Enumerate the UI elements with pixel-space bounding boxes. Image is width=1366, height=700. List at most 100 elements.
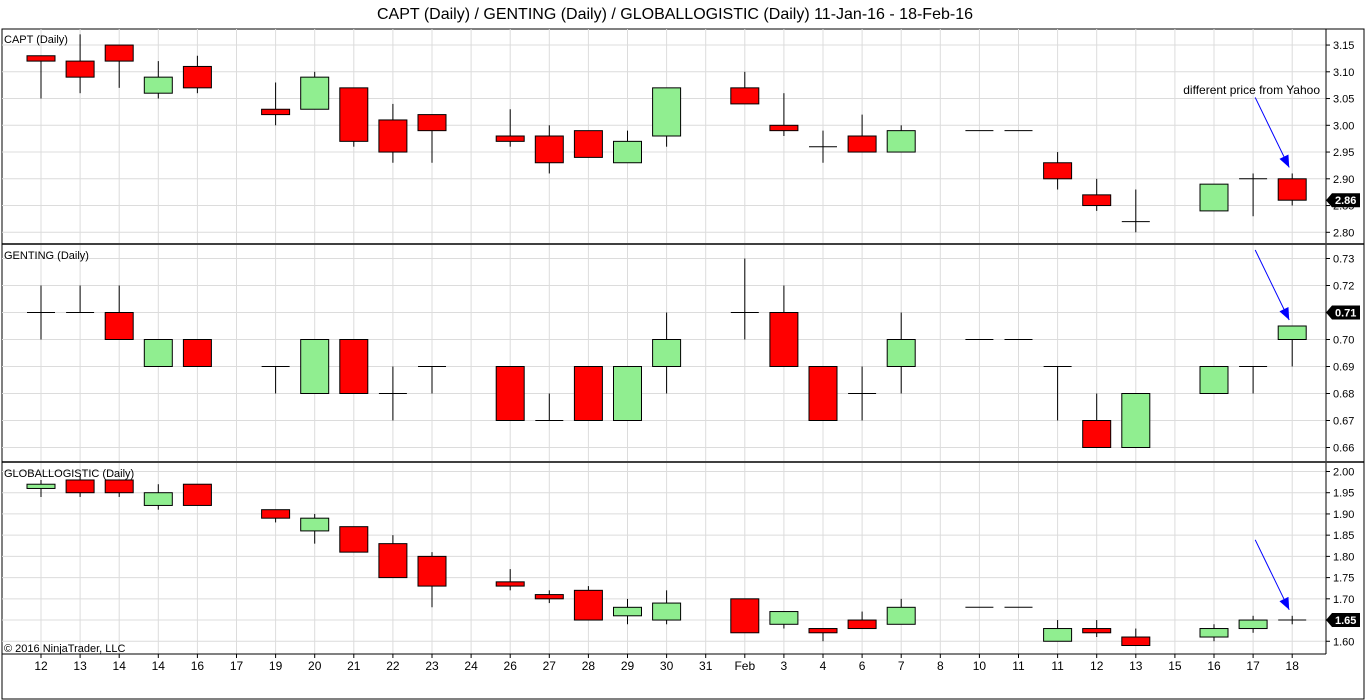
x-tick-label: 16 — [1207, 659, 1221, 673]
candle-body-down — [182, 483, 212, 506]
candle — [535, 393, 564, 421]
candle — [339, 87, 369, 147]
candle-body-up — [1238, 619, 1268, 630]
candle — [1239, 173, 1268, 217]
candle-body-up — [143, 339, 173, 367]
candle-body-down — [65, 479, 95, 494]
pane-title: GLOBALLOGISTIC (Daily) — [4, 468, 134, 480]
y-tick-label: 1.60 — [1333, 636, 1354, 648]
annotation-text: different price from Yahoo — [1183, 83, 1320, 97]
candle — [495, 569, 525, 591]
candle-body-down — [534, 135, 564, 164]
annotation-arrowhead — [1279, 154, 1290, 168]
candle — [104, 44, 134, 88]
candle — [300, 513, 330, 544]
annotation-arrowhead — [1279, 307, 1290, 320]
candle — [182, 483, 212, 506]
candle — [886, 125, 916, 153]
candle-body-down — [104, 312, 134, 340]
candle — [1199, 183, 1229, 212]
annotation-arrowhead — [1279, 596, 1290, 610]
candle — [652, 590, 682, 625]
x-tick-label: 20 — [308, 659, 322, 673]
candle — [261, 82, 291, 126]
candle-body-up — [652, 602, 682, 621]
y-tick-label: 1.95 — [1333, 488, 1354, 500]
candle — [573, 366, 603, 421]
annotation-arrow — [1254, 97, 1290, 168]
candle-body-up — [143, 76, 173, 94]
candle — [613, 130, 642, 164]
candle-body-down — [1082, 194, 1112, 207]
y-tick-label: 1.85 — [1333, 530, 1354, 542]
candle-body-down — [573, 366, 603, 421]
candle-body-down — [495, 581, 525, 587]
candle — [1238, 615, 1268, 633]
candle-body-up — [300, 76, 330, 110]
candle — [495, 109, 525, 147]
candle — [613, 366, 642, 421]
candle — [261, 509, 291, 523]
x-tick-label: 14 — [113, 659, 127, 673]
candle — [730, 258, 759, 340]
candle — [847, 611, 877, 630]
y-tick-label: 0.72 — [1333, 281, 1354, 293]
candle-body-up — [613, 140, 642, 164]
candle-body-up — [1199, 366, 1229, 394]
last-price-badge — [1326, 613, 1360, 628]
y-tick-label: 2.95 — [1333, 147, 1354, 159]
candle-body-up — [613, 606, 642, 617]
candle — [418, 366, 446, 394]
y-tick-label: 0.67 — [1333, 416, 1354, 428]
x-tick-label: 18 — [1286, 659, 1300, 673]
candle-body-down — [378, 119, 408, 153]
x-tick-label: 11 — [1012, 659, 1025, 673]
y-tick-label: 3.10 — [1333, 67, 1354, 79]
y-tick-label: 0.68 — [1333, 389, 1354, 401]
candle-body-down — [808, 628, 838, 634]
x-tick-label: 29 — [621, 659, 635, 673]
candle — [143, 61, 173, 99]
x-tick-label: 23 — [425, 659, 439, 673]
annotation-arrow — [1254, 539, 1290, 611]
candle — [143, 484, 173, 510]
candle — [143, 339, 173, 367]
candle — [104, 479, 134, 497]
candle-body-down — [104, 479, 134, 494]
candle-body-up — [1277, 325, 1307, 340]
candle-body-down — [1082, 420, 1112, 448]
annotation-arrow — [1254, 249, 1290, 321]
candle-body-down — [495, 366, 525, 421]
x-tick-label: 10 — [973, 659, 987, 673]
x-tick-label: 6 — [859, 659, 866, 673]
candle — [769, 611, 799, 629]
candle — [261, 366, 290, 394]
candle — [339, 339, 369, 394]
candle — [652, 312, 682, 394]
y-tick-label: 1.80 — [1333, 551, 1354, 563]
candle — [66, 285, 95, 313]
candle-body-down — [1277, 178, 1307, 201]
candle-body-down — [769, 124, 799, 132]
candle-body-up — [300, 339, 330, 394]
candle — [1121, 189, 1150, 233]
x-tick-label: 12 — [1090, 659, 1104, 673]
candle-body-down — [730, 598, 760, 634]
candle-body-down — [26, 55, 56, 62]
candle-body-down — [417, 555, 447, 587]
candle — [26, 55, 56, 99]
candle — [809, 130, 837, 163]
y-tick-label: 0.69 — [1333, 362, 1354, 374]
candle — [1278, 615, 1307, 625]
x-tick-label: 12 — [34, 659, 48, 673]
chart-frame — [1, 28, 1365, 700]
candle-body-down — [182, 339, 212, 367]
candle — [1043, 366, 1072, 421]
candle — [417, 552, 447, 608]
candle-body-up — [1121, 393, 1151, 448]
last-price-label: 0.71 — [1335, 308, 1356, 320]
x-tick-label: 17 — [1246, 659, 1260, 673]
candle — [1277, 325, 1307, 367]
candle-body-up — [886, 339, 916, 367]
candle — [847, 114, 877, 153]
